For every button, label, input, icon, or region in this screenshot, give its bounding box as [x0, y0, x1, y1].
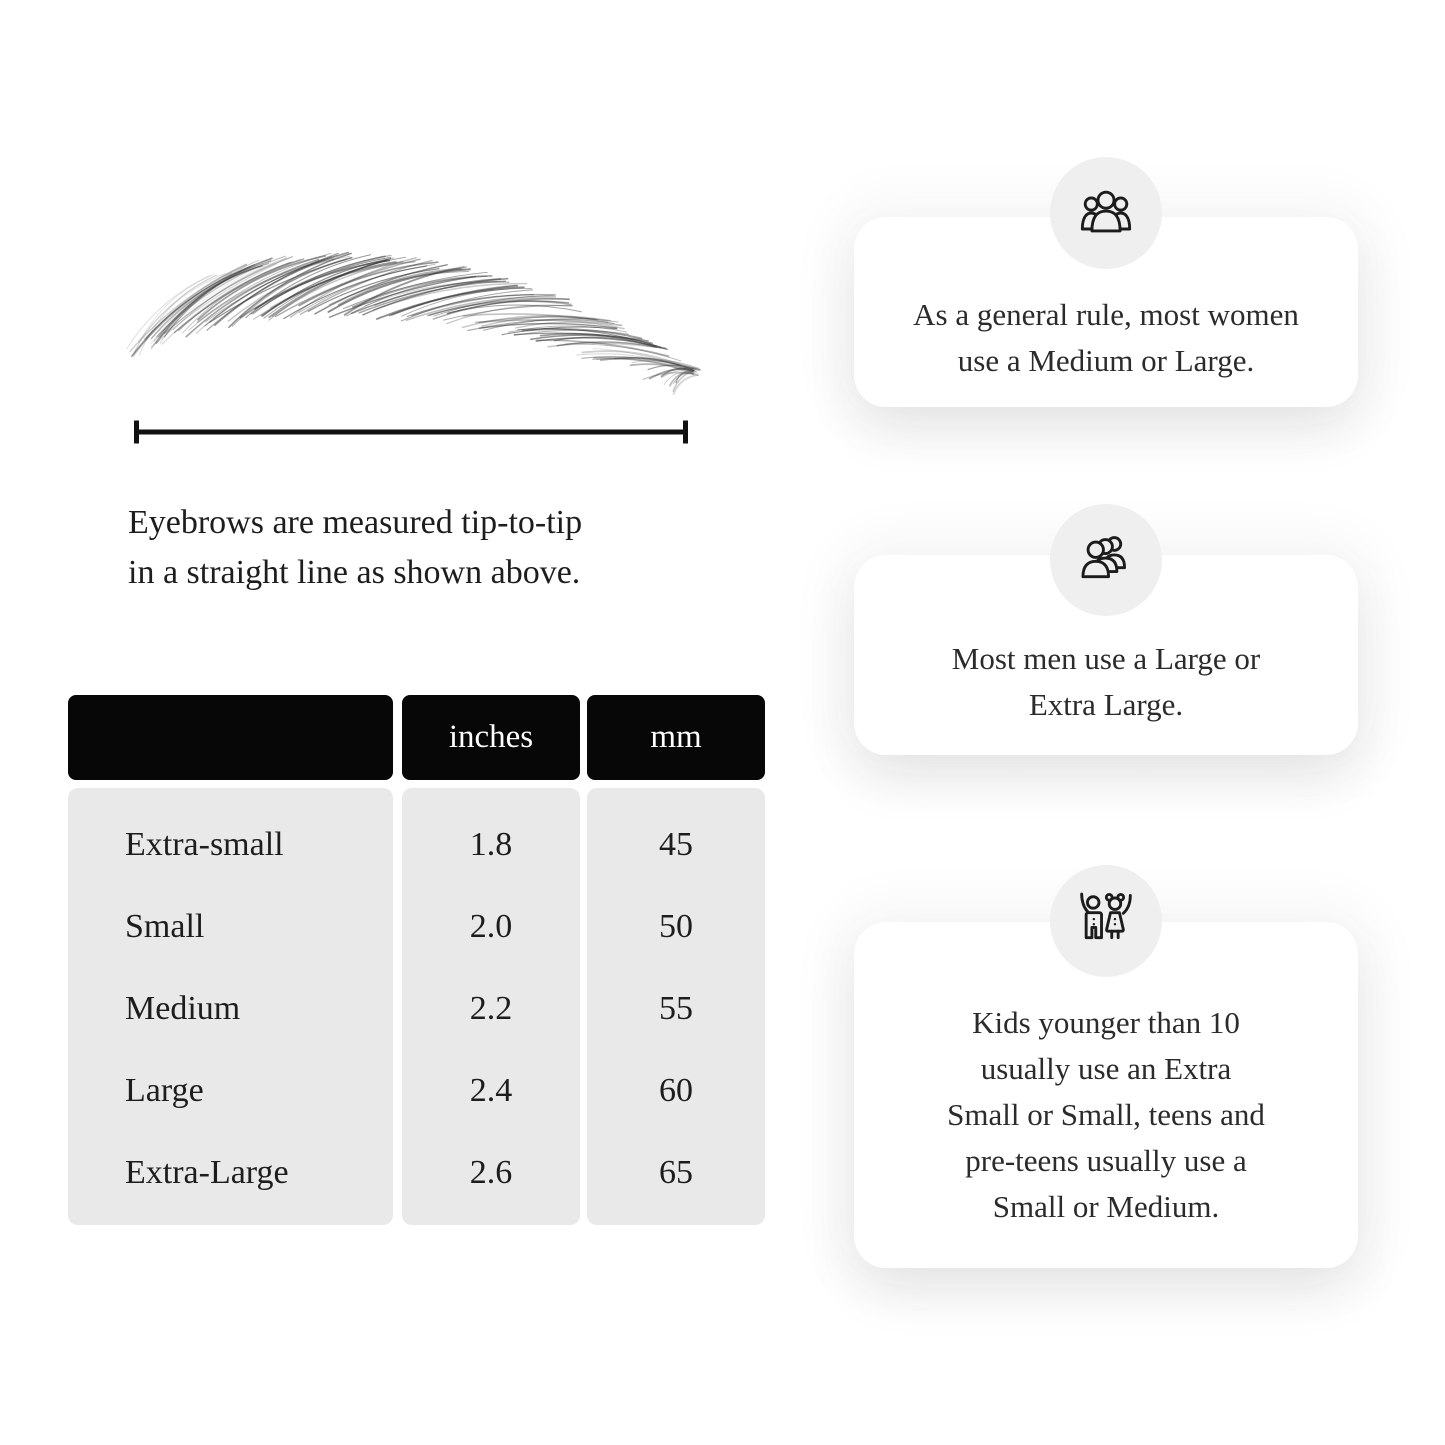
card-text-line: use a Medium or Large.: [957, 343, 1255, 378]
icon-circle: [1050, 865, 1162, 977]
table-cell-inches: 2.0: [469, 908, 513, 945]
card-text-line: Small or Medium.: [992, 1189, 1220, 1224]
card-text-line: Most men use a Large or: [951, 641, 1261, 676]
table-cell-mm: 65: [659, 1154, 693, 1191]
table-cell-inches: 1.8: [469, 826, 513, 863]
women-group-icon: [1080, 190, 1132, 233]
table-column-size: Extra-small Small Medium Large Extra-Lar…: [68, 788, 393, 1225]
card-kids-advice: Kids younger than 10 usually use an Extr…: [854, 922, 1358, 1268]
table-cell-inches: 2.6: [469, 1154, 513, 1191]
icon-circle: [1050, 157, 1162, 269]
kids-icon: [1080, 892, 1132, 940]
card-text-line: Extra Large.: [1028, 687, 1184, 722]
table-column-mm: 45 50 55 60 65: [587, 788, 765, 1225]
table-column-inches: 1.8 2.0 2.2 2.4 2.6: [402, 788, 580, 1225]
eyebrow-illustration: [126, 251, 701, 395]
table-cell-mm: 45: [659, 826, 693, 863]
card-text-line: pre-teens usually use a: [965, 1143, 1247, 1178]
table-cell-mm: 50: [659, 908, 693, 945]
measurement-caption: Eyebrows are measured tip-to-tip in a st…: [128, 498, 768, 598]
table-cell-mm: 60: [659, 1072, 693, 1109]
card-text-line: usually use an Extra: [980, 1051, 1232, 1086]
table-cell-size: Medium: [125, 990, 241, 1027]
table-cell-inches: 2.2: [469, 990, 513, 1027]
table-header-inches: inches: [402, 695, 580, 780]
card-text-line: Small or Small, teens and: [947, 1097, 1265, 1132]
card-text-line: As a general rule, most women: [913, 297, 1299, 332]
caption-line-2: in a straight line as shown above.: [128, 554, 581, 591]
men-group-icon: [1081, 536, 1126, 579]
icon-circle: [1050, 504, 1162, 616]
table-cell-mm: 55: [659, 990, 693, 1027]
table-cell-inches: 2.4: [469, 1072, 513, 1109]
table-cell-size: Small: [125, 908, 205, 945]
table-header-size: [68, 695, 393, 780]
table-cell-size: Extra-Large: [125, 1154, 289, 1191]
card-text-line: Kids younger than 10: [972, 1005, 1240, 1040]
caption-line-1: Eyebrows are measured tip-to-tip: [128, 504, 583, 541]
table-cell-size: Extra-small: [125, 826, 284, 863]
table-cell-size: Large: [125, 1072, 204, 1109]
table-header-mm: mm: [587, 695, 765, 780]
measurement-line: [134, 420, 688, 444]
